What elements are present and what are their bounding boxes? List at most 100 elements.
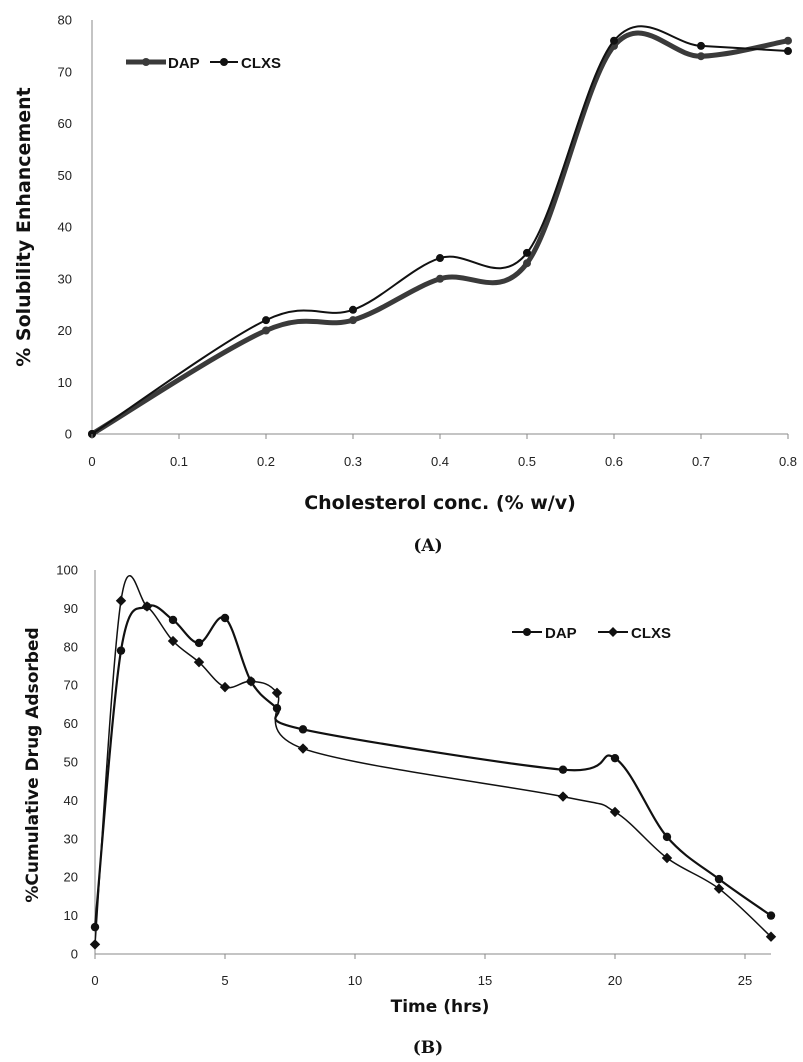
chart-a-point-clxs: [697, 41, 705, 50]
chart-a-point-clxs: [523, 248, 531, 257]
chart-a-point-dap: [436, 274, 444, 283]
chart-b-y-tick-label: 30: [64, 831, 78, 846]
chart-b-point-dap: [662, 832, 672, 842]
chart-b-panel-label: (B): [413, 1038, 443, 1058]
chart-a-y-tick-label: 80: [58, 13, 72, 28]
chart-b-drug-adsorbed: 0 5 10 15 20 25 0 10 20 30 40 50 60 70 80 90 100 Time (h…: [23, 563, 777, 1058]
chart-b-y-tick-label: 10: [64, 908, 78, 923]
chart-b-point-clxs: [219, 681, 231, 693]
chart-a-panel-label: (A): [413, 536, 442, 556]
chart-b-legend-label-clxs: CLXS: [631, 625, 671, 642]
chart-b-y-tick-label: 0: [71, 947, 78, 962]
chart-a-solubility: 0 0.1 0.2 0.3 0.4 0.5 0.6 0.7 0.8 0 10 20 30 40 50 60 70…: [13, 13, 797, 557]
chart-b-x-tick-label: 25: [738, 973, 752, 988]
chart-b-legend-label-dap: DAP: [545, 625, 577, 642]
chart-b-point-clxs: [297, 743, 309, 754]
chart-a-series-line-clxs: [91, 25, 789, 435]
chart-a-legend-label-clxs: CLXS: [241, 55, 281, 72]
chart-b-point-dap: [558, 765, 568, 774]
chart-a-x-axis-title: Cholesterol conc. (% w/v): [304, 492, 576, 514]
chart-a-legend: DAP CLXS: [126, 55, 281, 72]
chart-a-legend-marker-dap: [142, 58, 150, 66]
chart-a-plot-area: [88, 20, 792, 438]
chart-b-y-tick-label: 50: [64, 755, 78, 770]
chart-a-point-clxs: [610, 36, 618, 45]
chart-a-y-tick-label: 60: [58, 116, 72, 131]
chart-b-point-clxs: [245, 676, 257, 687]
chart-b-x-tick-label: 0: [91, 973, 98, 988]
chart-b-x-tick-label: 15: [478, 973, 492, 988]
chart-a-x-tick-label: 0.4: [431, 454, 449, 469]
chart-a-y-tick-label: 0: [65, 427, 72, 442]
chart-a-legend-label-dap: DAP: [168, 55, 200, 72]
chart-b-y-tick-label: 20: [64, 870, 78, 885]
chart-b-y-tick-label: 60: [64, 716, 78, 731]
chart-a-point-dap: [262, 326, 270, 335]
chart-b-x-axis-title: Time (hrs): [391, 997, 490, 1017]
chart-b-point-clxs: [167, 635, 179, 647]
chart-b-point-clxs: [661, 852, 673, 864]
chart-b-point-clxs: [271, 687, 283, 699]
chart-b-x-tick-label: 5: [221, 973, 228, 988]
chart-b-point-clxs: [141, 601, 153, 612]
chart-b-series-line-clxs: [94, 574, 772, 945]
chart-b-legend-marker-clxs: [608, 627, 618, 637]
chart-a-x-tick-label: 0.3: [344, 454, 362, 469]
chart-b-point-dap: [116, 646, 126, 655]
chart-a-x-tick-label: 0.8: [779, 454, 797, 469]
chart-a-y-tick-label: 40: [58, 220, 72, 235]
chart-b-point-dap: [610, 753, 620, 763]
chart-b-point-dap: [194, 638, 204, 648]
chart-b-plot-area: [89, 570, 777, 955]
chart-a-ticks: 0 0.1 0.2 0.3 0.4 0.5 0.6 0.7 0.8 0 10 20 30 40 50 60 70…: [58, 13, 798, 470]
chart-b-point-dap: [168, 615, 178, 625]
chart-b-x-tick-label: 10: [348, 973, 362, 988]
chart-b-point-dap: [90, 922, 100, 932]
chart-b-point-clxs: [115, 595, 127, 606]
chart-a-point-dap: [349, 316, 357, 325]
chart-b-y-tick-label: 80: [64, 639, 78, 654]
chart-a-y-tick-label: 20: [58, 323, 72, 338]
chart-a-x-tick-label: 0.2: [257, 454, 275, 469]
chart-a-x-tick-label: 0.7: [692, 454, 710, 469]
chart-a-series-line-dap: [90, 30, 789, 437]
chart-b-point-clxs: [609, 806, 621, 818]
chart-b-point-dap: [766, 911, 776, 920]
chart-a-point-clxs: [784, 47, 792, 56]
chart-b-point-clxs: [557, 791, 569, 802]
chart-b-legend: DAP CLXS: [512, 625, 671, 642]
chart-b-point-dap: [714, 874, 724, 884]
chart-b-ticks: 0 5 10 15 20 25 0 10 20 30 40 50 60 70 80 90 100: [56, 563, 752, 989]
chart-a-point-dap: [523, 259, 531, 268]
chart-a-x-tick-label: 0.5: [518, 454, 536, 469]
chart-b-series-line-dap: [93, 604, 772, 928]
chart-b-y-tick-label: 90: [64, 601, 78, 616]
chart-a-point-clxs: [349, 305, 357, 314]
chart-a-y-tick-label: 70: [58, 64, 72, 79]
chart-b-point-dap: [220, 613, 230, 623]
chart-a-point-clxs: [262, 316, 270, 325]
chart-a-point-dap: [784, 36, 792, 45]
chart-b-point-dap: [298, 725, 308, 734]
chart-b-x-tick-label: 20: [608, 973, 622, 988]
chart-b-point-clxs: [713, 883, 725, 894]
chart-a-y-axis-title: % Solubility Enhancement: [13, 87, 35, 366]
chart-b-point-clxs: [89, 939, 101, 950]
chart-b-y-tick-label: 70: [64, 678, 78, 693]
chart-a-y-tick-label: 10: [58, 375, 72, 390]
chart-b-y-tick-label: 100: [56, 563, 78, 578]
chart-b-y-tick-label: 40: [64, 793, 78, 808]
chart-a-x-tick-label: 0.6: [605, 454, 623, 469]
chart-b-legend-marker-dap: [523, 628, 531, 636]
chart-a-point-dap: [697, 52, 705, 61]
chart-a-y-tick-label: 50: [58, 168, 72, 183]
chart-b-point-clxs: [193, 656, 205, 668]
chart-a-y-tick-label: 30: [58, 271, 72, 286]
chart-a-x-tick-label: 0.1: [170, 454, 188, 469]
chart-a-x-tick-label: 0: [88, 454, 95, 469]
chart-b-point-clxs: [765, 931, 777, 942]
chart-a-point-clxs: [436, 254, 444, 263]
chart-a-legend-marker-clxs: [220, 58, 228, 66]
chart-b-y-axis-title: %Cumulative Drug Adsorbed: [23, 627, 43, 902]
